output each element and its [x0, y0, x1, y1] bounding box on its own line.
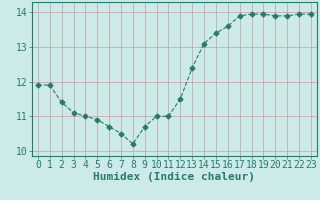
- X-axis label: Humidex (Indice chaleur): Humidex (Indice chaleur): [93, 172, 255, 182]
